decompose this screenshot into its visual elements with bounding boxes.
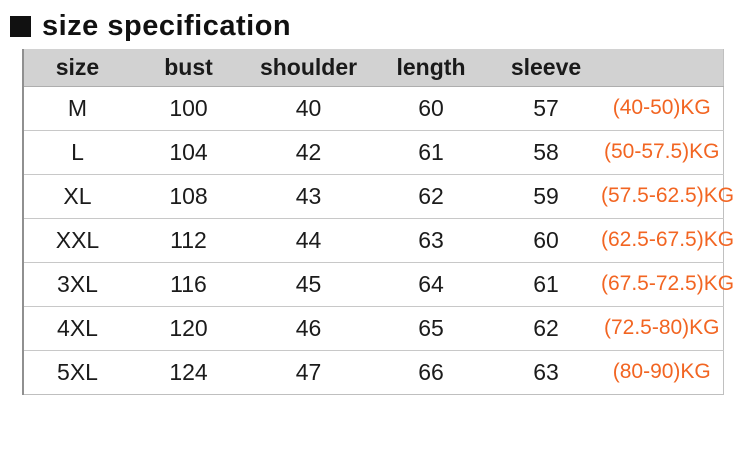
cell-sleeve: 61 [491,261,601,306]
cell-length: 63 [371,217,491,262]
cell-sleeve: 62 [491,305,601,350]
cell-size: 5XL [23,349,131,394]
column-header-shoulder: shoulder [246,49,371,87]
cell-length: 64 [371,261,491,306]
column-header-bust: bust [131,49,246,87]
square-bullet-icon [10,15,31,37]
table-row: L 104 42 61 58 (50-57.5)KG [23,129,723,174]
cell-shoulder: 45 [246,261,371,306]
cell-bust: 100 [169,94,208,121]
cell-bust: 116 [131,261,246,306]
size-table: size bust shoulder length sleeve M 100 4… [22,49,734,395]
cell-weight: (72.5-80)KG [601,305,723,350]
cell-sleeve: 59 [491,173,601,218]
cell-size: XL [23,173,131,218]
page-title: size specification [42,9,292,42]
cell-weight: (67.5-72.5)KG [601,261,734,306]
cell-shoulder: 44 [246,217,371,262]
cell-length: 62 [371,173,491,218]
size-table-header: size bust shoulder length sleeve [23,49,723,87]
cell-bust: 120 [131,305,246,350]
table-row: XXL 112 44 63 60 (62.5-67.5)KG [23,217,734,262]
cell-size: M [67,94,88,121]
column-header-length: length [371,49,491,87]
cell-weight: (62.5-67.5)KG [601,217,734,262]
cell-sleeve: 58 [491,129,601,174]
cell-length: 65 [371,305,491,350]
size-chart-page: size specification size bust shoulder le… [0,10,738,455]
column-header-sleeve: sleeve [491,49,601,87]
cell-shoulder: 40 [295,94,322,121]
cell-shoulder: 47 [246,349,371,394]
cell-length: 61 [371,129,491,174]
size-table-body: M 100 40 60 57 (40-50)KG L 104 42 61 58 … [23,86,734,394]
table-row: M 100 40 60 57 (40-50)KG [23,86,723,130]
cell-bust: 112 [131,217,246,262]
section-title: size specification [10,10,738,42]
cell-size: 4XL [23,305,131,350]
cell-sleeve: 63 [491,349,601,394]
cell-weight: (80-90)KG [601,349,723,394]
cell-shoulder: 42 [246,129,371,174]
cell-length: 60 [418,94,444,121]
column-header-weight [601,49,723,87]
column-header-size: size [23,49,131,87]
cell-weight: (40-50)KG [612,96,711,119]
cell-size: 3XL [23,261,131,306]
cell-size: L [23,129,131,174]
table-row: XL 108 43 62 59 (57.5-62.5)KG [23,173,734,218]
cell-size: XXL [23,217,131,262]
cell-bust: 108 [131,173,246,218]
cell-sleeve: 60 [491,217,601,262]
header-row: size bust shoulder length sleeve [23,49,723,87]
cell-sleeve: 57 [533,94,559,121]
cell-bust: 124 [131,349,246,394]
table-row: 4XL 120 46 65 62 (72.5-80)KG [23,305,723,350]
cell-weight: (50-57.5)KG [601,129,723,174]
table-row: 3XL 116 45 64 61 (67.5-72.5)KG [23,261,734,306]
table-row: 5XL 124 47 66 63 (80-90)KG [23,349,723,394]
cell-shoulder: 46 [246,305,371,350]
cell-weight: (57.5-62.5)KG [601,173,734,218]
cell-shoulder: 43 [246,173,371,218]
cell-bust: 104 [131,129,246,174]
cell-length: 66 [371,349,491,394]
